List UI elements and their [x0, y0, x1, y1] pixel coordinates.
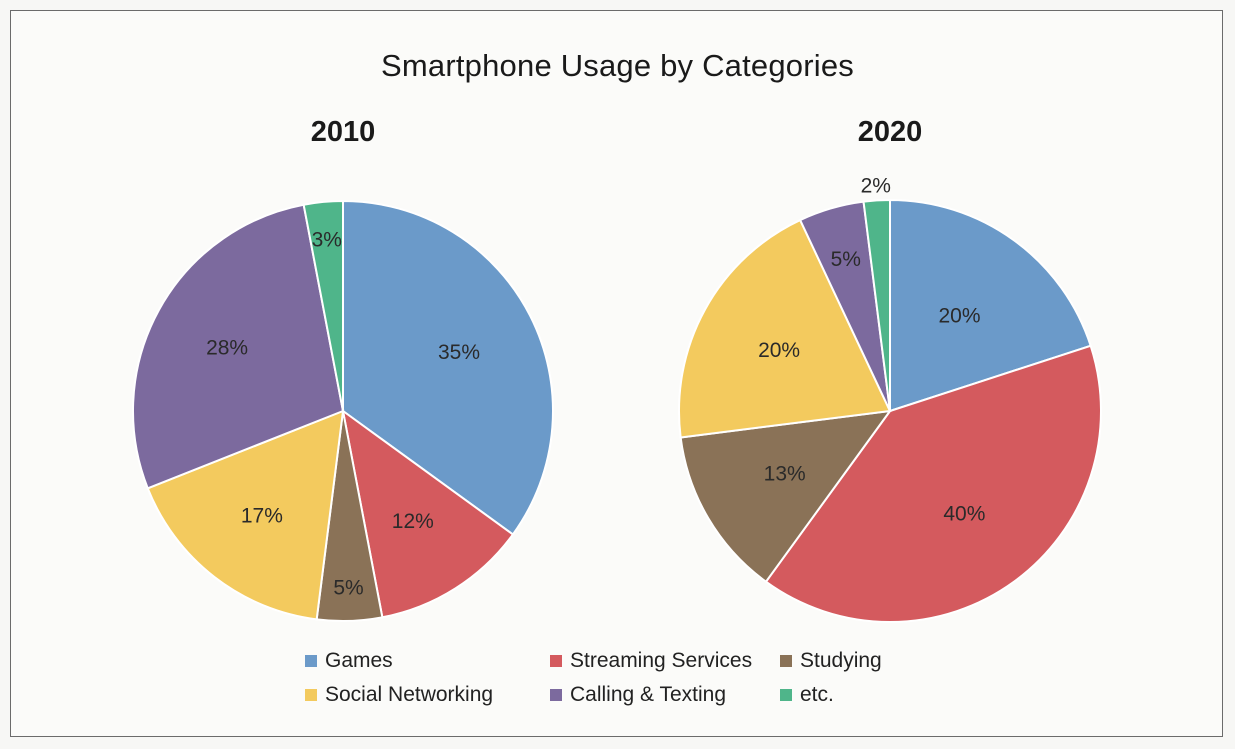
slice-label-2010-social-networking: 17% [241, 505, 283, 528]
slice-label-2010-calling-texting: 28% [206, 336, 248, 359]
legend-item-etc: etc. [780, 680, 900, 710]
pie-slice-2020-social-networking [678, 218, 892, 439]
pie-slice-2020-streaming-services [764, 344, 1102, 623]
slice-label-2020-calling-texting: 5% [831, 248, 861, 271]
legend-swatch-calling-texting [550, 689, 562, 701]
legend-swatch-studying [780, 655, 792, 667]
pie-slice-2010-streaming-services [341, 408, 515, 619]
legend-swatch-streaming-services [550, 655, 562, 667]
legend-label-studying: Studying [800, 649, 882, 672]
legend-label-social-networking: Social Networking [325, 683, 494, 706]
pie-slice-2020-etc [862, 198, 891, 412]
pie-slice-2020-studying [679, 409, 893, 584]
pie-slice-2010-etc [302, 199, 344, 412]
legend-swatch-etc [780, 689, 792, 701]
slice-label-2010-studying: 5% [333, 576, 363, 599]
slice-label-2020-games: 20% [938, 304, 980, 327]
legend-label-games: Games [325, 649, 393, 672]
pie-slice-2010-social-networking [146, 409, 345, 621]
pie-title-2010: 2010 [310, 116, 376, 148]
legend-item-streaming-services: Streaming Services [550, 646, 780, 676]
slice-label-2020-studying: 13% [764, 462, 806, 485]
legend-item-games: Games [305, 646, 550, 676]
slice-label-2020-social-networking: 20% [758, 339, 800, 362]
pie-title-2020: 2020 [857, 116, 923, 148]
slice-label-2010-streaming-services: 12% [392, 510, 434, 533]
legend-item-calling-texting: Calling & Texting [550, 680, 780, 710]
slice-label-2020-streaming-services: 40% [943, 502, 985, 525]
pie-2010: 35% 12% 5% 17% 28% 3% [132, 199, 554, 622]
legend-label-streaming-services: Streaming Services [570, 649, 753, 672]
legend-label-etc: etc. [800, 683, 834, 706]
slice-label-2010-etc: 3% [312, 229, 342, 252]
legend-swatch-games [305, 655, 317, 667]
legend-item-social-networking: Social Networking [305, 680, 550, 710]
slice-label-2020-etc: 2% [861, 175, 891, 198]
pie-slice-2010-calling-texting [132, 203, 345, 490]
pie-slice-2010-games [342, 199, 554, 536]
slice-label-2010-games: 35% [438, 341, 480, 364]
legend-label-calling-texting: Calling & Texting [570, 683, 727, 706]
legend: Games Streaming Services Studying Social Ne… [305, 646, 900, 710]
pie-slice-2020-games [889, 198, 1092, 413]
legend-item-studying: Studying [780, 646, 900, 676]
legend-swatch-social-networking [305, 689, 317, 701]
pie-2020: 20% 40% 13% 20% 5% 2% [678, 175, 1102, 623]
chart-title: Smartphone Usage by Categories [381, 48, 854, 83]
